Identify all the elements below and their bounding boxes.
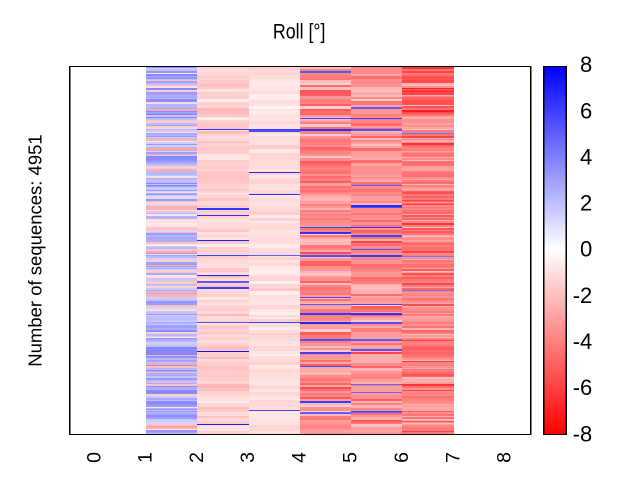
svg-text:3: 3 (237, 452, 259, 463)
svg-text:8: 8 (494, 452, 516, 463)
svg-text:-2: -2 (573, 283, 593, 308)
svg-text:-4: -4 (573, 329, 593, 354)
svg-text:2: 2 (580, 191, 592, 216)
svg-text:2: 2 (186, 452, 208, 463)
svg-text:-6: -6 (573, 375, 593, 400)
svg-text:4: 4 (580, 144, 592, 169)
svg-text:4: 4 (289, 452, 311, 463)
svg-text:1: 1 (135, 452, 157, 463)
svg-text:0: 0 (83, 452, 105, 463)
svg-text:Roll [°]: Roll [°] (273, 21, 326, 44)
svg-text:-8: -8 (573, 421, 593, 446)
svg-text:7: 7 (442, 452, 464, 463)
svg-text:8: 8 (580, 52, 592, 77)
svg-text:0: 0 (580, 237, 592, 262)
svg-text:Number of sequences: 4951: Number of sequences: 4951 (24, 134, 45, 366)
svg-text:5: 5 (340, 452, 362, 463)
svg-text:6: 6 (580, 98, 592, 123)
svg-text:6: 6 (391, 452, 413, 463)
